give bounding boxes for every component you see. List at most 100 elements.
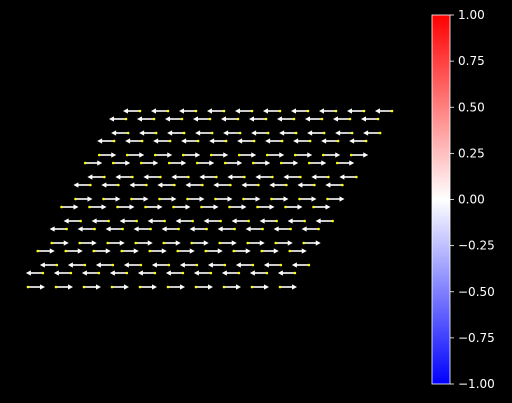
vector-arrow	[82, 284, 101, 290]
vector-arrow	[279, 130, 298, 136]
vector-arrow	[207, 262, 227, 268]
vector-arrow	[179, 262, 199, 268]
vector-arrow	[349, 138, 368, 144]
vector-arrow	[138, 284, 157, 290]
colorbar-tick-label: 0.25	[458, 146, 485, 160]
vector-arrow	[115, 174, 134, 180]
vector-arrow	[143, 174, 162, 180]
vector-arrow	[175, 218, 194, 224]
vector-arrow	[235, 108, 254, 114]
vector-arrow	[325, 182, 344, 188]
vector-arrow	[161, 226, 180, 232]
vector-arrow	[193, 116, 212, 122]
vector-arrow	[39, 262, 59, 268]
vector-arrow	[74, 196, 93, 202]
vector-arrow	[151, 262, 171, 268]
vector-arrow	[147, 218, 166, 224]
vector-arrow	[311, 174, 330, 180]
vector-arrow	[347, 108, 366, 114]
vector-arrow	[92, 248, 111, 254]
vector-arrow	[116, 204, 135, 210]
vector-arrow	[190, 240, 209, 246]
vector-arrow	[302, 240, 321, 246]
vector-arrow	[81, 270, 101, 276]
vector-arrow	[218, 240, 237, 246]
vector-arrow	[105, 226, 124, 232]
vector-arrow	[335, 130, 354, 136]
vector-arrow	[259, 218, 278, 224]
vector-arrow	[209, 138, 228, 144]
vector-arrow	[167, 160, 187, 166]
vector-arrow	[333, 116, 352, 122]
vector-arrow	[270, 196, 289, 202]
vector-arrow	[139, 160, 159, 166]
vector-arrow	[307, 160, 327, 166]
vector-arrow	[263, 108, 282, 114]
colorbar-ticks: 1.00 0.75 0.50 0.25 0.00 −0.25 −0.50 −0.75 −1.00	[450, 8, 495, 391]
vector-arrow	[166, 284, 185, 290]
vector-arrow	[151, 108, 170, 114]
vector-arrow	[214, 196, 233, 202]
vector-arrow	[213, 182, 232, 188]
vector-arrow	[301, 226, 320, 232]
vector-arrow	[125, 138, 144, 144]
vector-arrow	[26, 284, 45, 290]
vector-arrow	[321, 152, 341, 158]
vector-arrow	[162, 240, 181, 246]
vector-arrow	[133, 226, 152, 232]
vector-arrow	[291, 108, 310, 114]
vector-arrow	[232, 248, 251, 254]
vector-arrow	[307, 130, 326, 136]
vector-arrow	[123, 108, 142, 114]
vector-arrow	[209, 152, 229, 158]
vector-arrow	[111, 160, 131, 166]
vector-arrow	[67, 262, 87, 268]
vector-arrow	[176, 248, 195, 254]
vector-arrow	[260, 248, 279, 254]
vector-arrow	[277, 116, 296, 122]
vector-arrow	[186, 196, 205, 202]
vector-arrow	[319, 108, 338, 114]
colorbar-tick-label: 0.75	[458, 54, 485, 68]
vector-arrow	[246, 240, 265, 246]
vector-arrow	[207, 108, 226, 114]
vector-arrow	[171, 174, 190, 180]
vector-arrow	[50, 240, 69, 246]
vector-arrow	[54, 284, 73, 290]
vector-arrow	[203, 218, 222, 224]
vector-arrow	[83, 160, 103, 166]
vector-arrow	[137, 116, 156, 122]
vector-arrow	[231, 218, 250, 224]
vector-arrow	[255, 174, 274, 180]
vector-arrow	[87, 174, 106, 180]
vector-arrow	[277, 270, 297, 276]
vector-arrow	[221, 270, 241, 276]
vector-arrow	[249, 270, 269, 276]
vector-arrow	[269, 182, 288, 188]
vector-arrow	[217, 226, 236, 232]
vector-arrow	[242, 196, 261, 202]
vector-arrow	[181, 138, 200, 144]
vector-arrow	[167, 130, 186, 136]
vector-arrow	[237, 138, 256, 144]
vector-arrow	[109, 270, 129, 276]
vector-arrow	[283, 174, 302, 180]
vector-arrow	[237, 152, 257, 158]
arrow-layer	[25, 108, 394, 290]
vector-arrow	[249, 116, 268, 122]
vector-arrow	[78, 240, 97, 246]
vector-arrow	[291, 262, 311, 268]
vector-arrow	[101, 182, 120, 188]
vector-arrow	[250, 284, 269, 290]
vector-arrow	[297, 182, 316, 188]
vector-arrow	[95, 262, 115, 268]
vector-arrow	[185, 182, 204, 188]
vector-arrow	[221, 116, 240, 122]
vector-arrow	[335, 160, 355, 166]
vector-arrow	[293, 138, 312, 144]
colorbar-gradient	[431, 14, 451, 385]
vector-arrow	[227, 174, 246, 180]
vector-arrow	[312, 204, 331, 210]
vector-arrow	[251, 160, 271, 166]
vector-arrow	[195, 130, 214, 136]
